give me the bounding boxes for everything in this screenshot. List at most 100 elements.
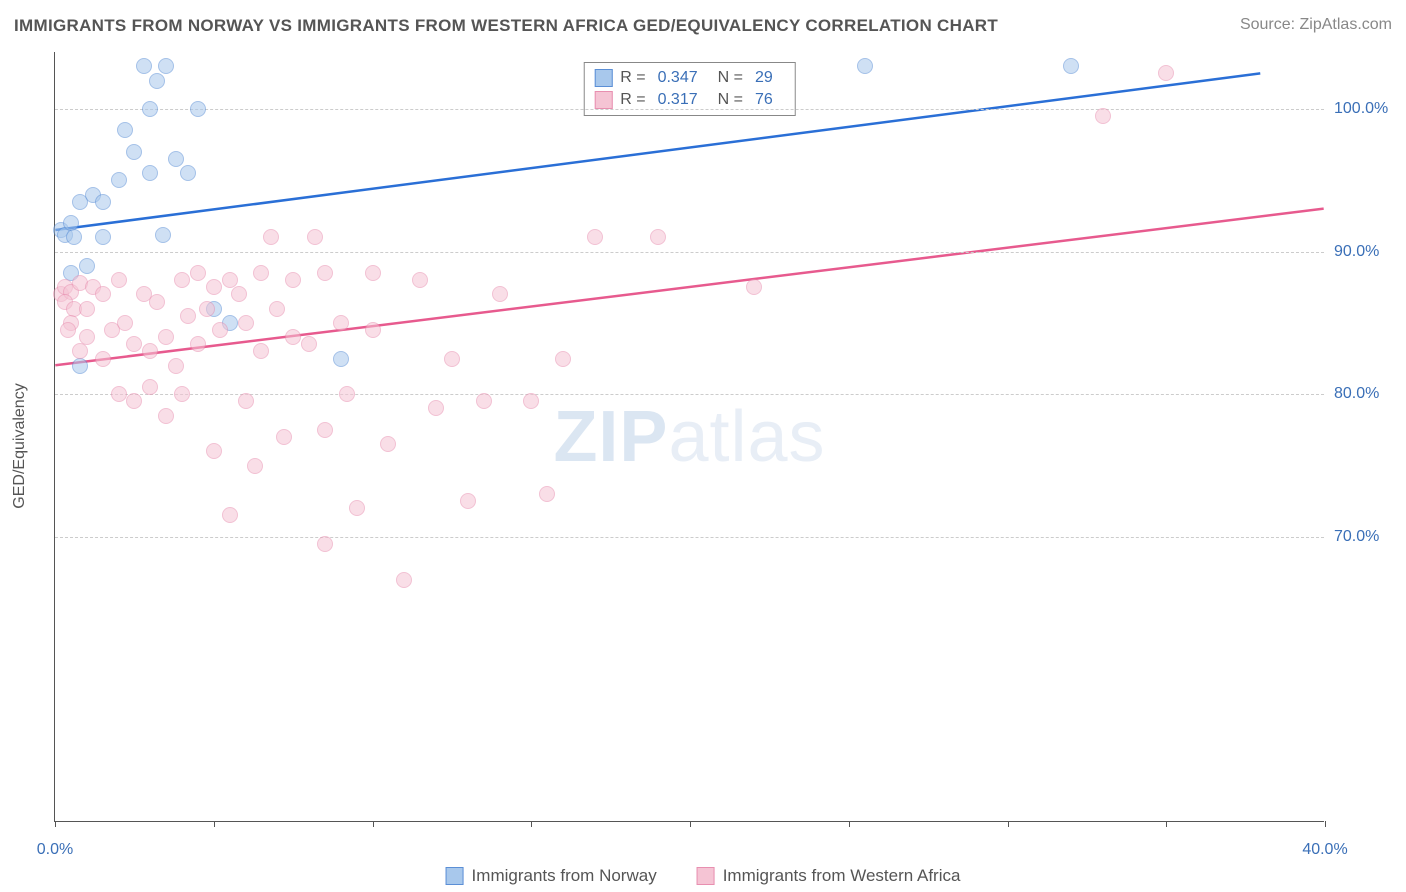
gridline [55, 537, 1324, 538]
point-norway [79, 258, 95, 274]
point-norway [142, 165, 158, 181]
point-western-africa [149, 294, 165, 310]
point-western-africa [190, 336, 206, 352]
x-tick [531, 821, 532, 827]
x-tick [849, 821, 850, 827]
point-norway [95, 229, 111, 245]
point-western-africa [79, 329, 95, 345]
point-western-africa [317, 422, 333, 438]
point-western-africa [263, 229, 279, 245]
point-western-africa [317, 265, 333, 281]
y-axis-label: GED/Equivalency [11, 383, 29, 508]
point-norway [117, 122, 133, 138]
gridline [55, 109, 1324, 110]
x-tick-label: 40.0% [1302, 841, 1347, 859]
point-norway [111, 172, 127, 188]
point-norway [333, 351, 349, 367]
watermark: ZIPatlas [553, 396, 825, 478]
source-attribution: Source: ZipAtlas.com [1240, 16, 1392, 34]
swatch-western-africa-bottom [697, 867, 715, 885]
point-western-africa [276, 429, 292, 445]
point-norway [155, 227, 171, 243]
point-western-africa [158, 408, 174, 424]
point-western-africa [444, 351, 460, 367]
point-western-africa [142, 343, 158, 359]
point-norway [126, 144, 142, 160]
point-western-africa [492, 286, 508, 302]
y-tick-label: 90.0% [1334, 243, 1392, 261]
point-western-africa [222, 507, 238, 523]
point-norway [66, 229, 82, 245]
point-western-africa [111, 386, 127, 402]
x-tick [1166, 821, 1167, 827]
point-western-africa [247, 458, 263, 474]
swatch-western-africa [594, 91, 612, 109]
x-tick [1325, 821, 1326, 827]
point-western-africa [269, 301, 285, 317]
point-western-africa [117, 315, 133, 331]
point-western-africa [174, 386, 190, 402]
point-western-africa [180, 308, 196, 324]
point-norway [95, 194, 111, 210]
point-western-africa [238, 315, 254, 331]
point-western-africa [555, 351, 571, 367]
point-western-africa [231, 286, 247, 302]
point-western-africa [60, 322, 76, 338]
chart-title: IMMIGRANTS FROM NORWAY VS IMMIGRANTS FRO… [14, 16, 998, 36]
point-western-africa [476, 393, 492, 409]
legend-item-western-africa: Immigrants from Western Africa [697, 866, 961, 886]
point-western-africa [158, 329, 174, 345]
point-western-africa [339, 386, 355, 402]
point-western-africa [539, 486, 555, 502]
point-western-africa [72, 343, 88, 359]
point-western-africa [365, 265, 381, 281]
point-norway [136, 58, 152, 74]
point-western-africa [365, 322, 381, 338]
point-western-africa [238, 393, 254, 409]
point-western-africa [460, 493, 476, 509]
point-norway [149, 73, 165, 89]
point-western-africa [79, 301, 95, 317]
legend-stats-row-2: R = 0.317 N = 76 [594, 89, 785, 111]
point-western-africa [142, 379, 158, 395]
point-western-africa [285, 329, 301, 345]
point-western-africa [222, 272, 238, 288]
point-western-africa [412, 272, 428, 288]
point-norway [1063, 58, 1079, 74]
point-norway [180, 165, 196, 181]
point-norway [158, 58, 174, 74]
x-tick [1008, 821, 1009, 827]
point-western-africa [111, 272, 127, 288]
point-western-africa [1158, 65, 1174, 81]
point-western-africa [396, 572, 412, 588]
legend-item-norway: Immigrants from Norway [446, 866, 657, 886]
point-western-africa [95, 286, 111, 302]
point-western-africa [126, 393, 142, 409]
legend-stats-row-1: R = 0.347 N = 29 [594, 67, 785, 89]
point-western-africa [523, 393, 539, 409]
x-tick [690, 821, 691, 827]
point-western-africa [317, 536, 333, 552]
point-western-africa [168, 358, 184, 374]
x-tick [373, 821, 374, 827]
point-western-africa [428, 400, 444, 416]
point-western-africa [746, 279, 762, 295]
point-western-africa [126, 336, 142, 352]
legend-label-western-africa: Immigrants from Western Africa [723, 866, 961, 886]
x-tick [214, 821, 215, 827]
plot-area: ZIPatlas R = 0.347 N = 29 R = 0.317 N = … [54, 52, 1324, 822]
legend-label-norway: Immigrants from Norway [472, 866, 657, 886]
point-western-africa [206, 443, 222, 459]
legend-stats: R = 0.347 N = 29 R = 0.317 N = 76 [583, 62, 796, 116]
point-western-africa [349, 500, 365, 516]
point-western-africa [199, 301, 215, 317]
point-western-africa [253, 265, 269, 281]
trend-lines [55, 52, 1324, 821]
point-western-africa [301, 336, 317, 352]
legend-series: Immigrants from Norway Immigrants from W… [446, 866, 961, 886]
gridline [55, 252, 1324, 253]
point-western-africa [253, 343, 269, 359]
point-norway [168, 151, 184, 167]
point-western-africa [307, 229, 323, 245]
point-western-africa [380, 436, 396, 452]
